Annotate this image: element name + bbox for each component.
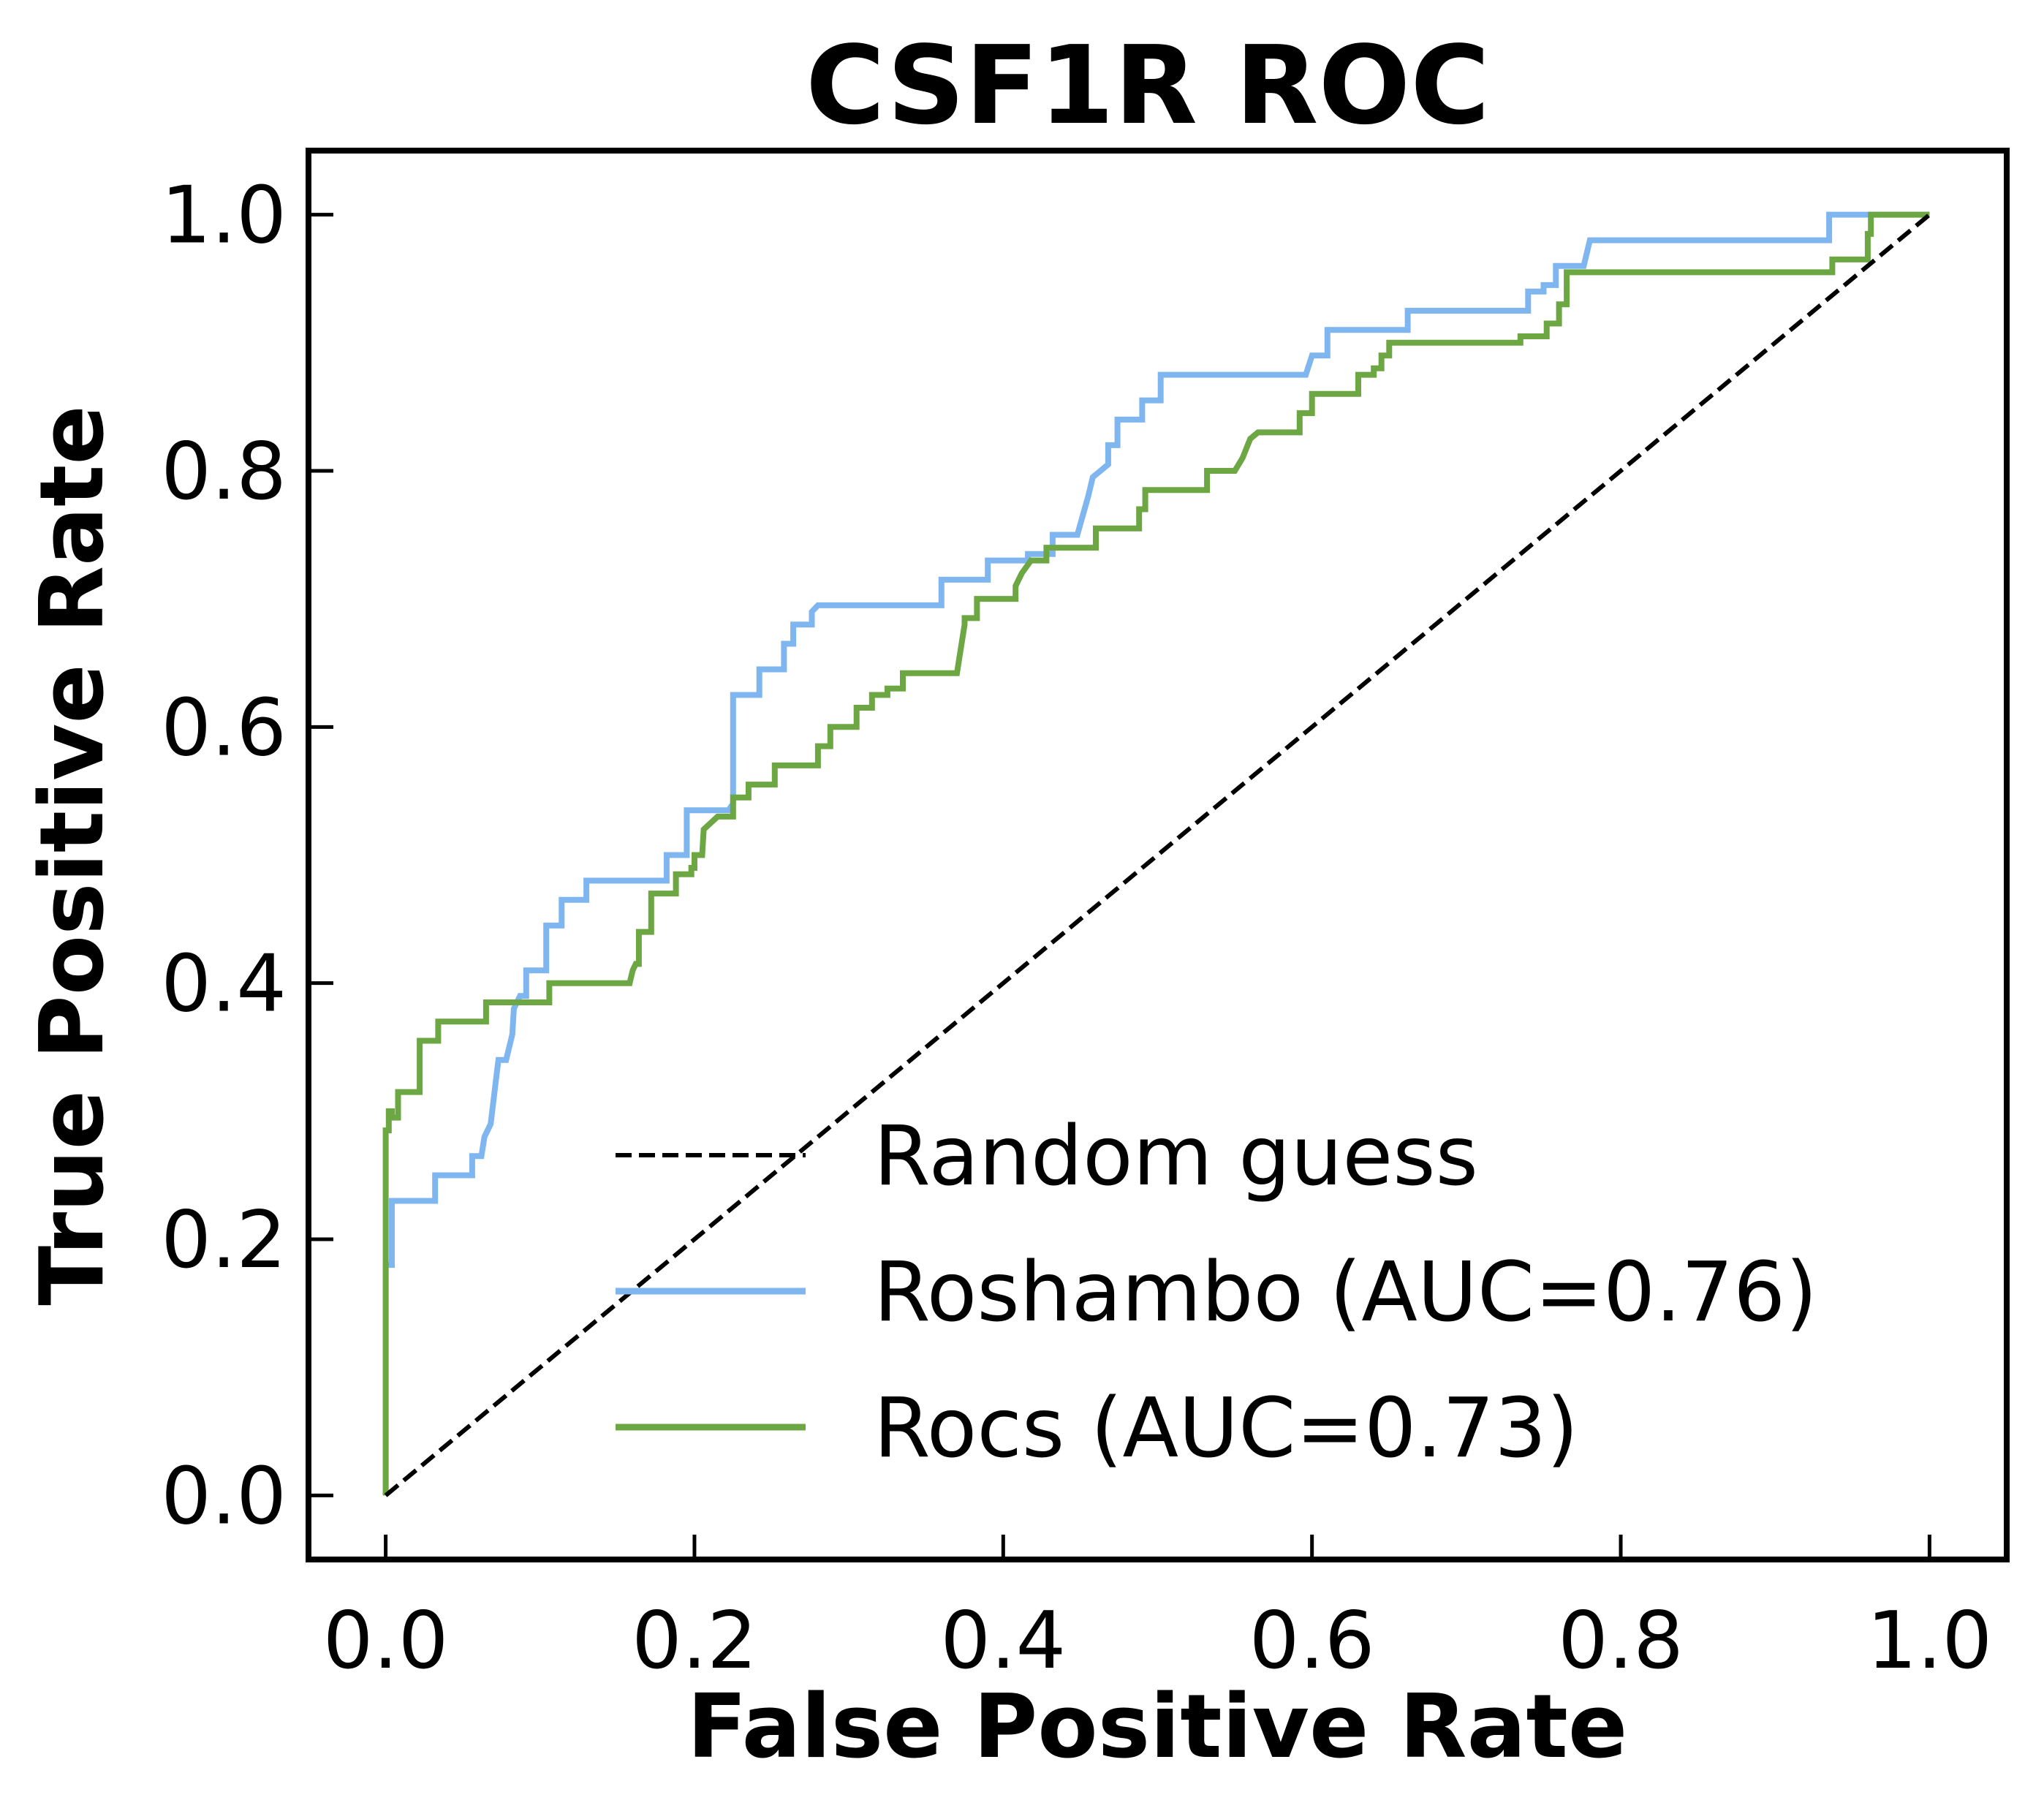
legend-label: Random guess (874, 1109, 1478, 1204)
legend-label: Rocs (AUC=0.73) (874, 1381, 1578, 1476)
x-tick-label: 0.8 (1558, 1595, 1684, 1687)
x-tick-label: 0.2 (632, 1595, 757, 1687)
y-tick-label: 0.6 (161, 682, 287, 774)
axis-ticks: 0.0 0.2 0.4 0.6 0.8 1.0 0.0 0.2 0.4 0.6 0.8 1.0 (161, 170, 1992, 1687)
series-line-0 (384, 213, 1931, 1497)
series-line-1 (382, 211, 1930, 1496)
y-tick-label: 0.8 (161, 426, 287, 518)
plot-area (382, 211, 1931, 1497)
chart-title: CSF1R ROC (806, 23, 1490, 148)
y-tick-label: 0.0 (161, 1451, 287, 1542)
x-tick-label: 0.0 (323, 1595, 449, 1687)
plot-frame (306, 148, 2010, 1562)
series-line-2 (382, 211, 1930, 1496)
legend-label: Roshambo (AUC=0.76) (874, 1245, 1817, 1340)
x-tick-label: 0.4 (940, 1595, 1066, 1687)
y-tick-label: 0.2 (161, 1195, 287, 1286)
y-axis-title: True Positive Rate (22, 405, 124, 1305)
x-tick-label: 0.6 (1249, 1595, 1375, 1687)
x-axis-title: False Positive Rate (687, 1676, 1628, 1778)
y-tick-label: 0.4 (161, 939, 287, 1030)
legend: Random guess Roshambo (AUC=0.76) Rocs (AUC… (616, 1109, 1817, 1476)
y-tick-label: 1.0 (161, 170, 287, 262)
x-tick-label: 1.0 (1867, 1595, 1993, 1687)
